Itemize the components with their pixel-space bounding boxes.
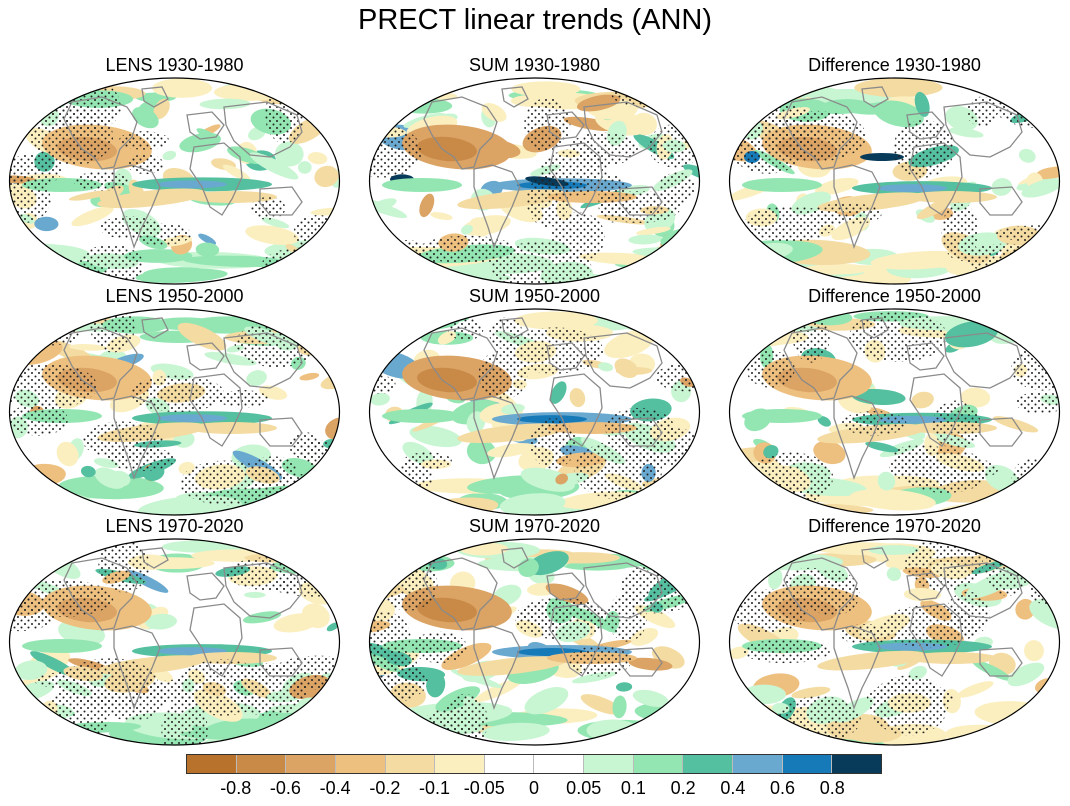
colorbar-label: 0 xyxy=(528,778,540,798)
colorbar-label: -0.8 xyxy=(220,778,252,798)
map-svg xyxy=(368,538,701,746)
map-panel: SUM 1930-1980 xyxy=(362,55,707,285)
panel-title: Difference 1950-2000 xyxy=(808,286,981,306)
colorbar-swatch xyxy=(335,755,386,773)
map-panel: Difference 1970-2020 xyxy=(722,516,1067,746)
map-svg xyxy=(8,308,341,516)
panel-title: LENS 1970-2020 xyxy=(105,516,244,536)
map-svg xyxy=(368,308,701,516)
colorbar-swatch xyxy=(633,755,684,773)
colorbar-swatch xyxy=(236,755,287,773)
colorbar-swatch xyxy=(484,755,535,773)
colorbar-swatch xyxy=(832,755,881,773)
map-svg xyxy=(728,77,1061,285)
colorbar-swatch xyxy=(683,755,734,773)
map-panel: LENS 1930-1980 xyxy=(2,55,347,285)
map-svg xyxy=(368,77,701,285)
main-title: PRECT linear trends (ANN) xyxy=(357,4,712,36)
colorbar-swatch xyxy=(534,755,585,773)
map-panel: SUM 1950-2000 xyxy=(362,286,707,516)
colorbar-label: -0.1 xyxy=(419,778,451,798)
colorbar-label: -0.2 xyxy=(369,778,401,798)
colorbar-label: -0.05 xyxy=(463,778,505,798)
colorbar-label: 0.4 xyxy=(720,778,746,798)
colorbar-label: 0.1 xyxy=(620,778,646,798)
map-svg xyxy=(728,538,1061,746)
colorbar xyxy=(186,754,882,774)
panel-title: Difference 1970-2020 xyxy=(808,516,981,536)
panel-title: Difference 1930-1980 xyxy=(808,55,981,75)
colorbar-label: 0.6 xyxy=(770,778,796,798)
panel-title: SUM 1970-2020 xyxy=(468,516,601,536)
colorbar-swatch xyxy=(385,755,436,773)
colorbar-label: 0.05 xyxy=(566,778,602,798)
map-svg xyxy=(8,538,341,746)
colorbar-swatch xyxy=(584,755,634,773)
colorbar-swatch xyxy=(286,755,336,773)
panel-title: SUM 1950-2000 xyxy=(468,286,601,306)
map-svg xyxy=(8,77,341,285)
map-svg xyxy=(728,308,1061,516)
map-panel: LENS 1950-2000 xyxy=(2,286,347,516)
colorbar-label: 0.8 xyxy=(819,778,845,798)
map-panel: Difference 1950-2000 xyxy=(722,286,1067,516)
panel-title: SUM 1930-1980 xyxy=(468,55,601,75)
colorbar-swatch xyxy=(435,755,485,773)
colorbar-swatch xyxy=(187,755,237,773)
colorbar-swatch xyxy=(782,755,833,773)
colorbar-label: -0.4 xyxy=(319,778,351,798)
colorbar-label: 0.2 xyxy=(670,778,696,798)
map-panel: SUM 1970-2020 xyxy=(362,516,707,746)
panel-title: LENS 1950-2000 xyxy=(105,286,244,306)
colorbar-swatch xyxy=(733,755,783,773)
panel-title: LENS 1930-1980 xyxy=(105,55,244,75)
map-panel: LENS 1970-2020 xyxy=(2,516,347,746)
colorbar-label: -0.6 xyxy=(269,778,301,798)
map-panel: Difference 1930-1980 xyxy=(722,55,1067,285)
